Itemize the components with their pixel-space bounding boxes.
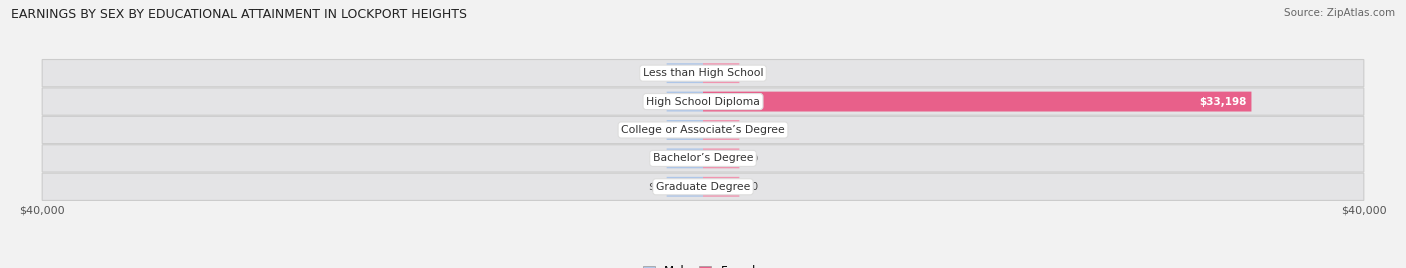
FancyBboxPatch shape <box>666 120 703 140</box>
FancyBboxPatch shape <box>703 63 740 83</box>
Text: $0: $0 <box>745 68 758 78</box>
Text: $0: $0 <box>648 182 661 192</box>
FancyBboxPatch shape <box>42 145 1364 172</box>
Text: College or Associate’s Degree: College or Associate’s Degree <box>621 125 785 135</box>
FancyBboxPatch shape <box>42 173 1364 200</box>
FancyBboxPatch shape <box>666 177 703 197</box>
Text: $33,198: $33,198 <box>1199 96 1246 107</box>
Text: EARNINGS BY SEX BY EDUCATIONAL ATTAINMENT IN LOCKPORT HEIGHTS: EARNINGS BY SEX BY EDUCATIONAL ATTAINMEN… <box>11 8 467 21</box>
FancyBboxPatch shape <box>666 92 703 111</box>
FancyBboxPatch shape <box>666 148 703 168</box>
Text: Graduate Degree: Graduate Degree <box>655 182 751 192</box>
Text: Less than High School: Less than High School <box>643 68 763 78</box>
Text: $0: $0 <box>648 153 661 163</box>
FancyBboxPatch shape <box>703 148 740 168</box>
Legend: Male, Female: Male, Female <box>638 261 768 268</box>
FancyBboxPatch shape <box>703 92 1251 111</box>
Text: $0: $0 <box>648 96 661 107</box>
Text: $0: $0 <box>745 182 758 192</box>
Text: $0: $0 <box>648 68 661 78</box>
FancyBboxPatch shape <box>42 88 1364 115</box>
FancyBboxPatch shape <box>703 120 740 140</box>
Text: High School Diploma: High School Diploma <box>647 96 759 107</box>
Text: Source: ZipAtlas.com: Source: ZipAtlas.com <box>1284 8 1395 18</box>
Text: Bachelor’s Degree: Bachelor’s Degree <box>652 153 754 163</box>
Text: $0: $0 <box>745 153 758 163</box>
FancyBboxPatch shape <box>666 63 703 83</box>
FancyBboxPatch shape <box>703 177 740 197</box>
FancyBboxPatch shape <box>42 116 1364 144</box>
Text: $0: $0 <box>648 125 661 135</box>
FancyBboxPatch shape <box>42 59 1364 87</box>
Text: $0: $0 <box>745 125 758 135</box>
